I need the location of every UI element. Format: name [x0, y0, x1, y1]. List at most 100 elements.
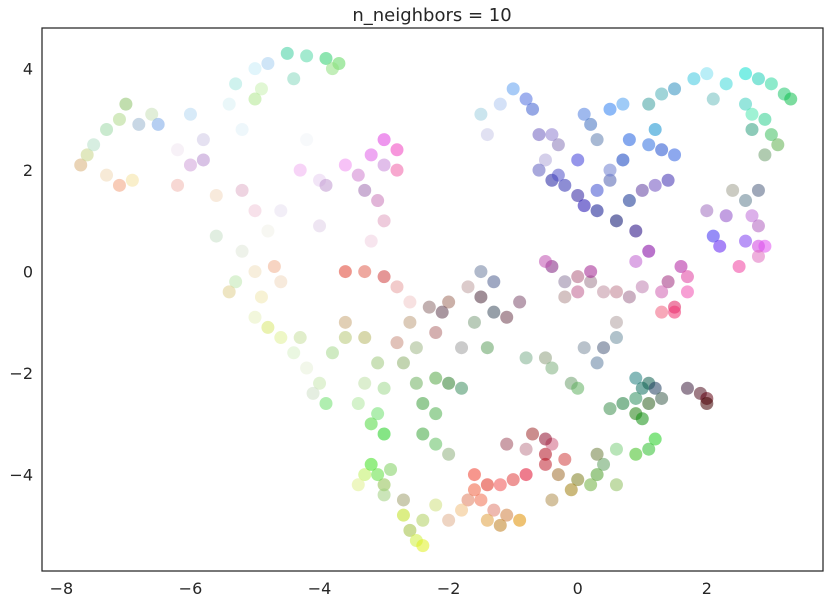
- data-point: [764, 128, 778, 142]
- y-tick-label: −4: [9, 466, 33, 485]
- data-point: [364, 234, 378, 248]
- data-point: [287, 346, 301, 360]
- data-point: [461, 280, 475, 294]
- data-point: [513, 513, 527, 527]
- data-point: [87, 138, 101, 152]
- data-point: [467, 315, 481, 329]
- data-point: [538, 432, 552, 446]
- data-point: [506, 473, 520, 487]
- data-point: [616, 153, 630, 167]
- data-point: [597, 341, 611, 355]
- data-point: [584, 265, 598, 279]
- data-point: [351, 397, 365, 411]
- data-point: [538, 351, 552, 365]
- data-point: [112, 178, 126, 192]
- data-point: [609, 285, 623, 299]
- data-point: [784, 92, 798, 106]
- data-point: [364, 457, 378, 471]
- data-point: [751, 183, 765, 197]
- data-point: [371, 194, 385, 208]
- data-point: [151, 117, 165, 131]
- data-point: [538, 254, 552, 268]
- data-point: [751, 72, 765, 86]
- data-point: [480, 341, 494, 355]
- data-point: [597, 457, 611, 471]
- data-point: [564, 483, 578, 497]
- data-point: [254, 290, 268, 304]
- data-point: [358, 183, 372, 197]
- data-point: [467, 468, 481, 482]
- data-point: [235, 244, 249, 258]
- data-point: [700, 204, 714, 218]
- data-point: [584, 478, 598, 492]
- data-point: [493, 97, 507, 111]
- data-point: [274, 204, 288, 218]
- data-point: [771, 138, 785, 152]
- data-point: [487, 305, 501, 319]
- data-point: [119, 97, 133, 111]
- y-tick-label: −2: [9, 364, 33, 383]
- data-point: [171, 143, 185, 157]
- data-point: [319, 178, 333, 192]
- data-point: [416, 427, 430, 441]
- data-point: [700, 397, 714, 411]
- data-point: [687, 72, 701, 86]
- data-point: [526, 427, 540, 441]
- data-point: [590, 447, 604, 461]
- data-point: [338, 315, 352, 329]
- data-point: [429, 371, 443, 385]
- data-point: [609, 331, 623, 345]
- data-point: [80, 148, 94, 162]
- data-point: [222, 97, 236, 111]
- data-point: [325, 62, 339, 76]
- data-point: [338, 331, 352, 345]
- data-point: [429, 407, 443, 421]
- data-point: [661, 173, 675, 187]
- data-point: [261, 57, 275, 71]
- data-point: [429, 498, 443, 512]
- chart-title: n_neighbors = 10: [352, 5, 511, 26]
- data-point: [500, 437, 514, 451]
- data-point: [739, 97, 753, 111]
- data-point: [655, 143, 669, 157]
- data-point: [680, 381, 694, 395]
- data-point: [416, 397, 430, 411]
- data-point: [635, 183, 649, 197]
- data-point: [590, 204, 604, 218]
- data-point: [661, 275, 675, 289]
- data-point: [758, 112, 772, 126]
- data-point: [435, 305, 449, 319]
- data-point: [442, 513, 456, 527]
- data-point: [222, 285, 236, 299]
- data-point: [609, 478, 623, 492]
- data-point: [648, 122, 662, 136]
- data-point: [758, 239, 772, 253]
- data-point: [551, 468, 565, 482]
- data-point: [571, 473, 585, 487]
- data-point: [571, 285, 585, 299]
- data-point: [506, 82, 520, 96]
- data-point: [622, 290, 636, 304]
- data-point: [590, 468, 604, 482]
- data-point: [629, 224, 643, 238]
- data-point: [171, 178, 185, 192]
- data-point: [739, 194, 753, 208]
- data-point: [603, 402, 617, 416]
- data-point: [455, 503, 469, 517]
- data-point: [726, 183, 740, 197]
- data-point: [377, 270, 391, 284]
- x-tick-label: −2: [437, 579, 461, 598]
- data-point: [235, 122, 249, 136]
- data-point: [668, 305, 682, 319]
- data-point: [261, 224, 275, 238]
- data-point: [364, 417, 378, 431]
- data-point: [745, 122, 759, 136]
- data-point: [474, 265, 488, 279]
- data-point: [280, 46, 294, 60]
- data-point: [571, 188, 585, 202]
- data-point: [183, 107, 197, 121]
- data-point: [248, 310, 262, 324]
- data-point: [519, 442, 533, 456]
- data-point: [390, 336, 404, 350]
